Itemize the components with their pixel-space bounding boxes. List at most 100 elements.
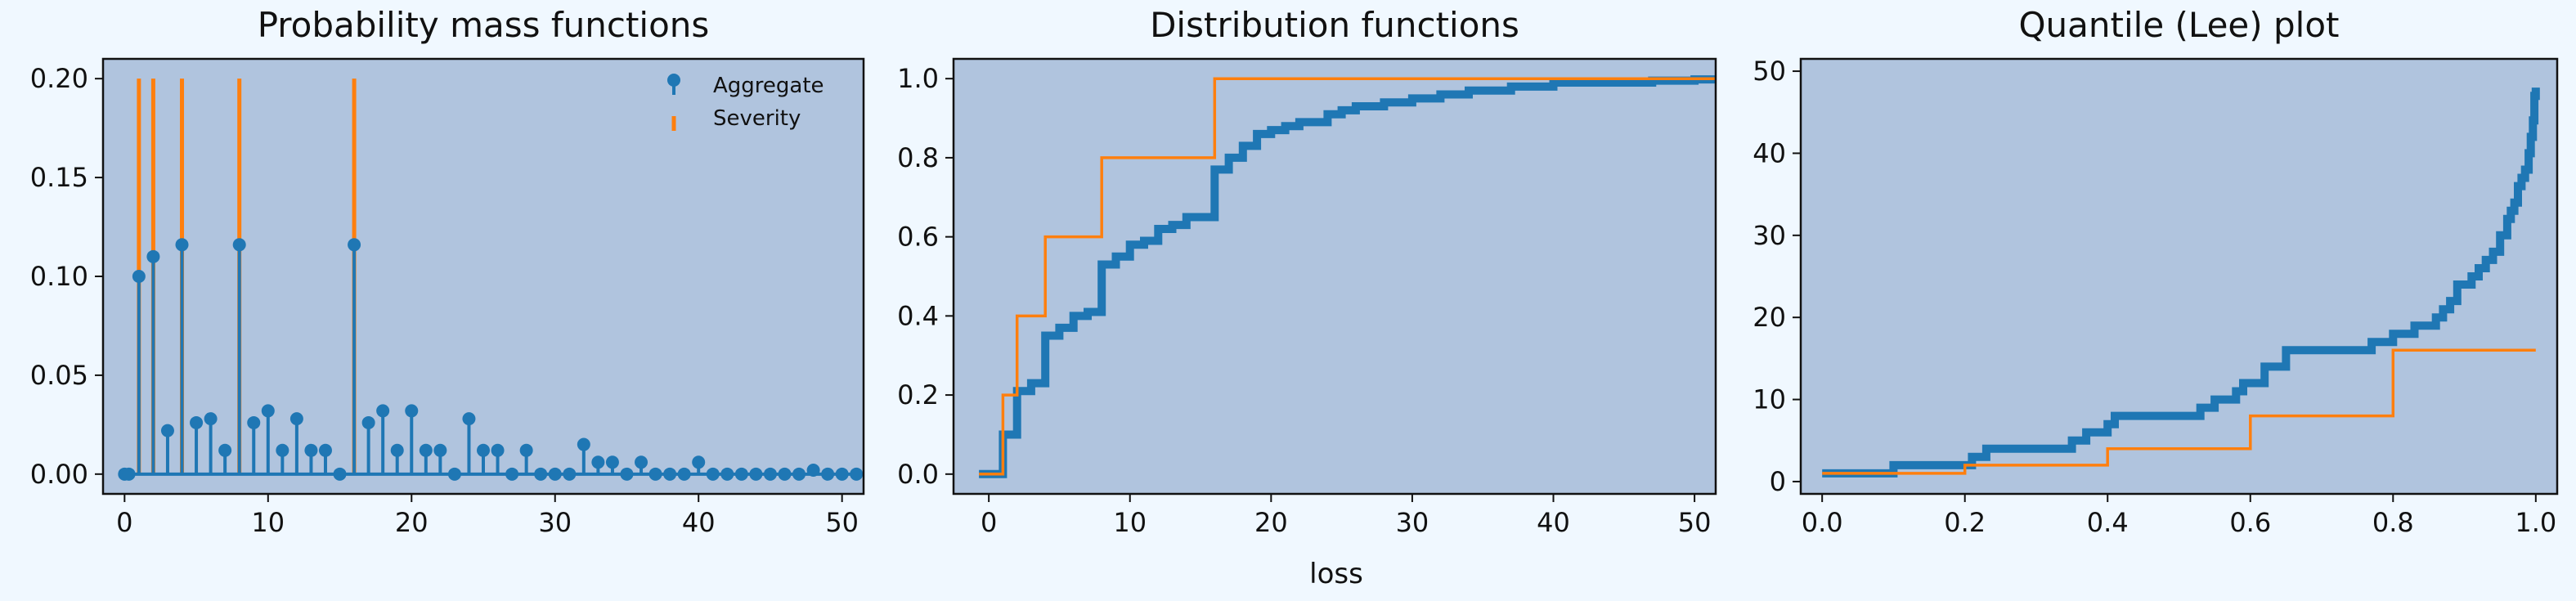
y-tick-label: 0	[1770, 466, 1786, 497]
chart-title: Probability mass functions	[258, 5, 710, 45]
x-tick-label: 0	[116, 507, 132, 538]
aggregate-marker	[663, 467, 677, 481]
aggregate-marker	[620, 467, 634, 481]
aggregate-marker	[591, 455, 605, 469]
aggregate-marker	[304, 443, 318, 457]
x-tick-label: 1.0	[2515, 507, 2556, 538]
aggregate-marker	[605, 455, 619, 469]
aggregate-marker	[232, 238, 246, 252]
plot-marks	[1822, 87, 2540, 478]
y-tick-label: 40	[1752, 137, 1786, 168]
legend-severity-label: Severity	[713, 106, 801, 131]
y-tick-label: 0.05	[30, 360, 88, 391]
aggregate-marker	[190, 415, 204, 429]
x-tick-label: 40	[1537, 507, 1570, 538]
chart-title: Distribution functions	[1150, 5, 1519, 45]
aggregate-marker	[648, 467, 662, 481]
legend: Aggregate Severity	[667, 74, 824, 131]
x-tick-label: 0.6	[2229, 507, 2271, 538]
aggregate-marker	[850, 467, 864, 481]
aggregate-marker	[835, 467, 849, 481]
aggregate-marker	[218, 443, 232, 457]
plot-area	[954, 59, 1716, 494]
y-tick-label: 0.4	[897, 300, 939, 331]
aggregate-marker	[505, 467, 519, 481]
aggregate-marker	[247, 415, 261, 429]
pmf-panel: Probability mass functions 0 10 20 30 40 50 0.0…	[30, 5, 865, 538]
y-tick-label: 0.00	[30, 459, 88, 490]
aggregate-marker	[563, 467, 577, 481]
aggregate-marker	[806, 463, 820, 477]
aggregate-marker	[548, 467, 562, 481]
aggregate-marker	[706, 467, 720, 481]
aggregate-marker	[419, 443, 433, 457]
aggregate-marker	[821, 467, 835, 481]
aggregate-marker	[405, 404, 419, 418]
aggregate-marker	[160, 424, 174, 437]
plot-marks	[979, 75, 1716, 478]
x-tick-label: 50	[825, 507, 859, 538]
aggregate-marker	[677, 467, 691, 481]
aggregate-marker	[519, 443, 533, 457]
aggregate-marker	[146, 249, 160, 263]
chart-title: Quantile (Lee) plot	[2019, 5, 2340, 45]
x-tick-label: 20	[1254, 507, 1288, 538]
aggregate-marker	[477, 443, 490, 457]
x-tick-label: 0.2	[1944, 507, 1986, 538]
x-tick-label: 40	[682, 507, 716, 538]
x-tick-label: 0	[981, 507, 997, 538]
plot-area	[1801, 59, 2557, 494]
aggregate-marker	[720, 467, 734, 481]
aggregate-marker	[361, 415, 375, 429]
aggregate-marker	[348, 238, 361, 252]
aggregate-marker	[734, 467, 748, 481]
x-tick-label: 0.0	[1802, 507, 1843, 538]
y-tick-label: 0.2	[897, 379, 939, 410]
aggregate-marker	[491, 443, 505, 457]
aggregate-marker	[289, 412, 303, 426]
y-tick-label: 10	[1752, 384, 1786, 415]
aggregate-marker	[261, 404, 275, 418]
aggregate-marker	[577, 437, 590, 451]
aggregate-marker	[175, 238, 189, 252]
aggregate-marker	[318, 443, 332, 457]
x-tick-label: 30	[1396, 507, 1429, 538]
aggregate-marker	[276, 443, 289, 457]
x-tick-label: 20	[395, 507, 429, 538]
aggregate-marker	[433, 443, 447, 457]
aggregate-marker	[204, 412, 218, 426]
severity-step-line	[979, 77, 1716, 476]
severity-step-line	[1822, 348, 2536, 475]
aggregate-marker	[635, 455, 648, 469]
aggregate-marker	[534, 467, 548, 481]
x-tick-label: 10	[251, 507, 285, 538]
aggregate-marker	[132, 270, 146, 283]
plot-marks	[118, 78, 864, 481]
y-tick-label: 0.8	[897, 142, 939, 173]
x-tick-label: 0.4	[2087, 507, 2129, 538]
aggregate-marker	[462, 412, 476, 426]
legend-aggregate-label: Aggregate	[713, 74, 824, 98]
y-tick-label: 0.15	[30, 162, 88, 193]
aggregate-marker	[778, 467, 792, 481]
y-tick-label: 0.10	[30, 261, 88, 292]
y-tick-label: 1.0	[897, 63, 939, 94]
aggregate-marker	[749, 467, 763, 481]
aggregate-marker	[763, 467, 777, 481]
y-tick-label: 20	[1752, 302, 1786, 333]
axes-frame	[952, 57, 1717, 496]
aggregate-marker	[122, 467, 136, 481]
quantile-panel: Quantile (Lee) plot 0.0 0.2 0.4 0.6 0.8 1.0 0 10…	[1752, 5, 2559, 538]
plot-area	[103, 59, 864, 494]
shared-x-axis-label: loss	[1309, 558, 1363, 590]
axes-frame	[101, 57, 865, 496]
x-tick-label: 30	[538, 507, 572, 538]
aggregate-step-line	[1822, 87, 2540, 478]
aggregate-step-line	[979, 75, 1716, 478]
aggregate-marker	[390, 443, 404, 457]
aggregate-marker	[447, 467, 461, 481]
axes-frame	[1799, 57, 2559, 496]
aggregate-marker	[333, 467, 347, 481]
y-tick-label: 0.6	[897, 222, 939, 253]
x-tick-label: 0.8	[2372, 507, 2414, 538]
